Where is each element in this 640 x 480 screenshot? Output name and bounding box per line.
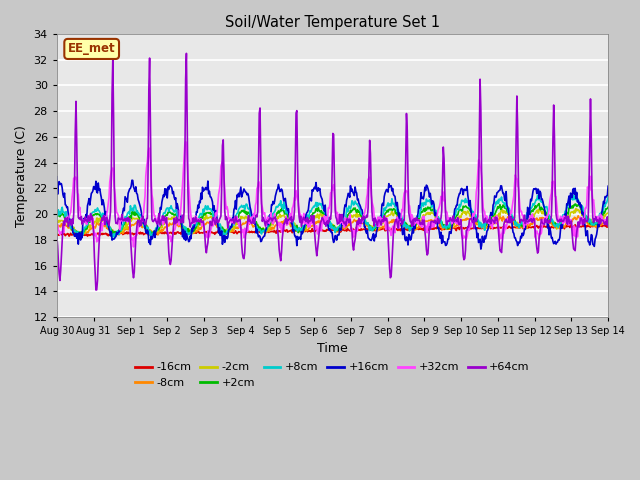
Legend: -16cm, -8cm, -2cm, +2cm, +8cm, +16cm, +32cm, +64cm: -16cm, -8cm, -2cm, +2cm, +8cm, +16cm, +3…	[131, 358, 534, 392]
Y-axis label: Temperature (C): Temperature (C)	[15, 125, 28, 227]
Text: EE_met: EE_met	[68, 42, 115, 56]
Title: Soil/Water Temperature Set 1: Soil/Water Temperature Set 1	[225, 15, 440, 30]
X-axis label: Time: Time	[317, 342, 348, 355]
